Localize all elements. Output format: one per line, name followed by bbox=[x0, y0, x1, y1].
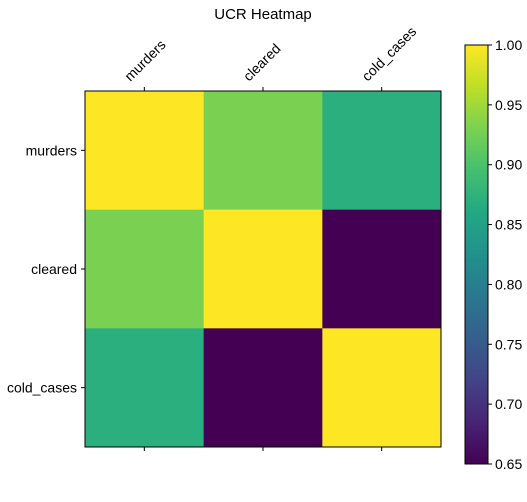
heatmap-cell-murders-cold_cases bbox=[322, 91, 442, 211]
colorbar-gradient bbox=[464, 44, 489, 465]
heatmap-cell-murders-cleared bbox=[203, 91, 323, 211]
x-tick-label: cold_cases bbox=[358, 23, 419, 84]
y-tick-label: cold_cases bbox=[7, 380, 77, 396]
colorbar-tick-label: 1.00 bbox=[495, 37, 522, 53]
heatmap-cells bbox=[85, 91, 442, 448]
colorbar-tick-label: 0.95 bbox=[495, 97, 522, 113]
colorbar-tick-label: 0.75 bbox=[495, 336, 522, 352]
x-tick-label: cleared bbox=[240, 40, 284, 84]
colorbar: 0.65 0.70 0.75 0.80 0.85 0.90 0.95 1.00 bbox=[464, 37, 522, 472]
heatmap-cell-cold_cases-cold_cases bbox=[322, 328, 442, 448]
y-tick-label: murders bbox=[26, 142, 77, 158]
chart-title: UCR Heatmap bbox=[214, 6, 312, 23]
x-tick-label: murders bbox=[121, 36, 169, 84]
colorbar-tick-label: 0.85 bbox=[495, 217, 522, 233]
colorbar-tick-label: 0.70 bbox=[495, 396, 522, 412]
heatmap-cell-cold_cases-cleared bbox=[203, 328, 323, 448]
colorbar-tick-label: 0.65 bbox=[495, 456, 522, 472]
colorbar-tick-label: 0.90 bbox=[495, 157, 522, 173]
heatmap-cell-cleared-cold_cases bbox=[322, 209, 442, 329]
y-tick-label: cleared bbox=[31, 261, 77, 277]
colorbar-tick-label: 0.80 bbox=[495, 276, 522, 292]
heatmap-cell-cleared-cleared bbox=[203, 209, 323, 329]
heatmap-cell-cold_cases-murders bbox=[85, 328, 205, 448]
heatmap-cell-cleared-murders bbox=[85, 209, 205, 329]
heatmap-cell-murders-murders bbox=[85, 91, 205, 211]
